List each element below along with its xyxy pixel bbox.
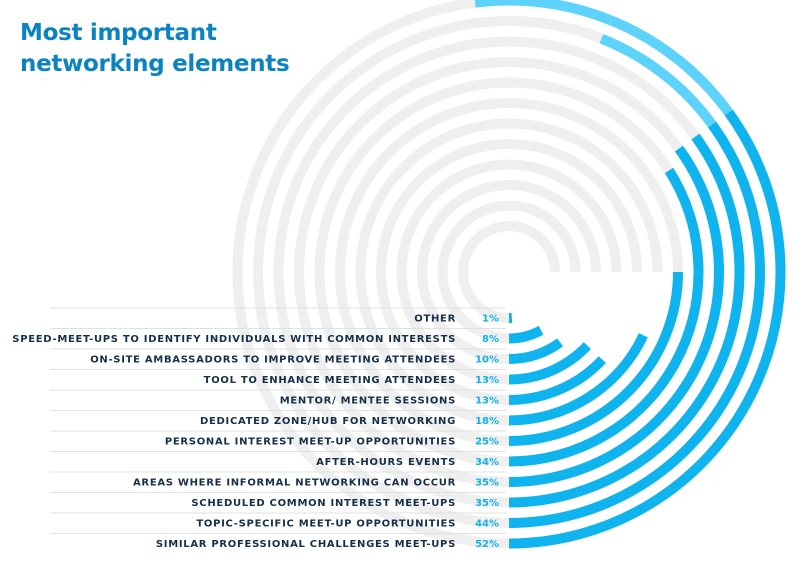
value-label: 10% bbox=[475, 355, 499, 366]
value-label: 34% bbox=[475, 457, 499, 468]
chart-title-line-2: networking elements bbox=[20, 51, 290, 77]
value-bars bbox=[474, 0, 786, 549]
value-bar bbox=[508, 356, 606, 405]
category-label: TOOL TO ENHANCE MEETING ATTENDEES bbox=[204, 375, 456, 386]
value-bar bbox=[508, 333, 648, 426]
category-label: SPEED-MEET-UPS TO IDENTIFY INDIVIDUALS W… bbox=[12, 334, 456, 345]
value-bar bbox=[508, 342, 592, 385]
track-ring bbox=[396, 159, 622, 385]
value-bar-extension bbox=[474, 0, 733, 116]
value-label: 35% bbox=[475, 498, 499, 509]
track-ring bbox=[335, 98, 683, 446]
category-label: SCHEDULED COMMON INTEREST MEET-UPS bbox=[191, 498, 456, 509]
row-separators bbox=[50, 307, 506, 534]
category-label: AREAS WHERE INFORMAL NETWORKING CAN OCCU… bbox=[133, 478, 456, 489]
category-label: DEDICATED ZONE/HUB FOR NETWORKING bbox=[200, 416, 456, 427]
category-label: MENTOR/ MENTEE SESSIONS bbox=[280, 396, 456, 407]
value-bar bbox=[508, 271, 683, 446]
category-label: TOPIC-SPECIFIC MEET-UP OPPORTUNITIES bbox=[196, 519, 456, 530]
value-bar bbox=[508, 338, 564, 364]
chart-title-line-1: Most important bbox=[20, 20, 217, 46]
track-ring bbox=[314, 77, 704, 467]
value-label: 52% bbox=[475, 539, 499, 550]
category-label: PERSONAL INTEREST MEET-UP OPPORTUNITIES bbox=[165, 437, 456, 448]
track-ring bbox=[417, 180, 601, 364]
category-label: ON-SITE AMBASSADORS TO IMPROVE MEETING A… bbox=[90, 355, 456, 366]
value-label: 1% bbox=[482, 314, 499, 325]
value-bar bbox=[508, 109, 786, 549]
track-ring bbox=[273, 36, 745, 508]
value-labels: 1% 8% 10% 13% 13% 18% 25% 34% 35% 35% 44% 52% bbox=[475, 314, 499, 551]
value-label: 25% bbox=[475, 437, 499, 448]
value-label: 13% bbox=[475, 375, 499, 386]
category-labels: OTHER SPEED-MEET-UPS TO IDENTIFY INDIVIDU… bbox=[12, 314, 456, 551]
value-bar bbox=[508, 325, 544, 344]
category-label: SIMILAR PROFESSIONAL CHALLENGES MEET-UPS bbox=[156, 539, 456, 550]
chart-title: Most important networking elements bbox=[20, 18, 290, 80]
track-rings bbox=[232, 0, 786, 549]
value-bar bbox=[508, 133, 745, 508]
track-ring bbox=[376, 139, 642, 405]
value-label: 44% bbox=[475, 519, 499, 530]
value-bar bbox=[508, 145, 724, 487]
track-ring bbox=[355, 118, 663, 426]
track-ring bbox=[294, 57, 724, 487]
track-ring bbox=[458, 221, 560, 323]
track-ring bbox=[437, 200, 581, 344]
value-label: 18% bbox=[475, 416, 499, 427]
value-bar bbox=[508, 121, 765, 528]
value-bar-extension bbox=[599, 33, 717, 128]
value-label: 8% bbox=[482, 334, 499, 345]
value-bar bbox=[508, 167, 704, 467]
value-label: 13% bbox=[475, 396, 499, 407]
category-label: OTHER bbox=[414, 314, 456, 325]
value-label: 35% bbox=[475, 478, 499, 489]
category-label: AFTER-HOURS EVENTS bbox=[316, 457, 456, 468]
